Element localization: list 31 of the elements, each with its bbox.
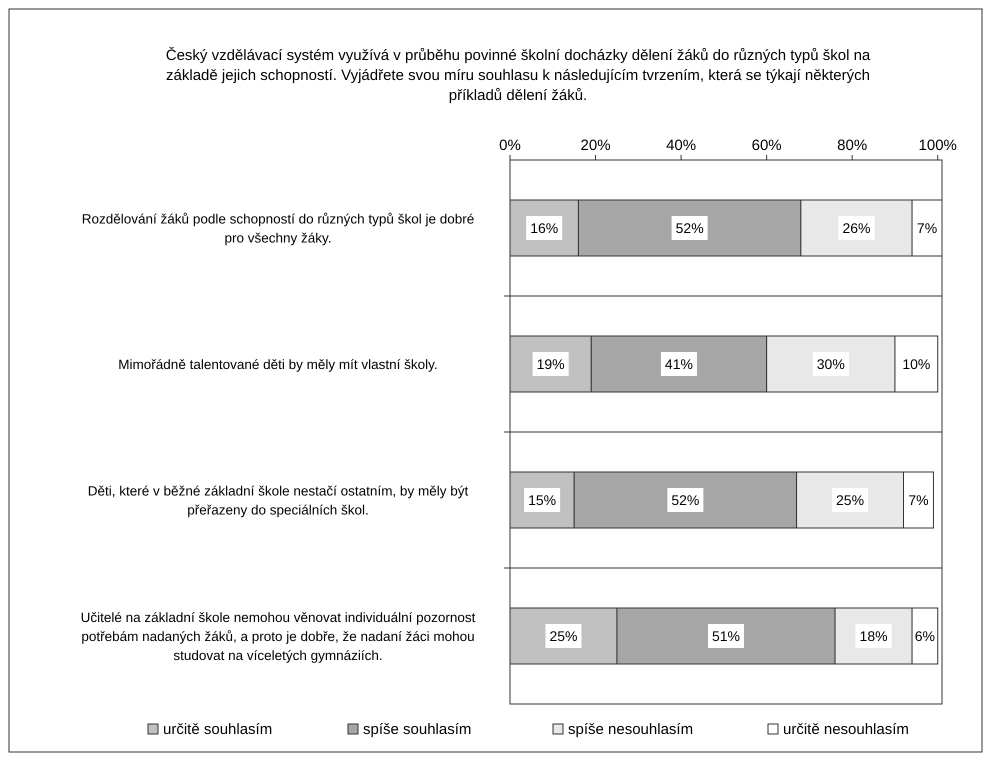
data-label: 6% [914, 628, 936, 644]
data-label: 25% [836, 492, 864, 508]
data-label: 30% [816, 356, 845, 372]
data-label: 52% [671, 492, 700, 508]
x-tick-label: 40% [666, 137, 696, 154]
data-label: 26% [842, 220, 870, 236]
data-label: 51% [712, 628, 740, 644]
data-label: 15% [528, 492, 556, 508]
y-tick-label: Rozdělování žáků podle schopností do různých typů škol je dobré pro všechny žáky. [82, 212, 474, 246]
x-tick-label: 0% [499, 137, 521, 154]
legend-label: určitě souhlasím [163, 721, 272, 738]
y-tick-label: Mimořádně talentované děti by měly mít vlastní školy. [118, 357, 438, 372]
data-label: 52% [676, 220, 704, 236]
x-tick-label: 20% [580, 137, 611, 154]
data-label: 7% [916, 220, 938, 236]
data-label: 18% [860, 628, 888, 644]
data-label: 25% [549, 628, 578, 644]
y-tick-label: Děti, které v běžné základní škole nestačí ostatním, by měly být přeřazeny do speciálních škol. [88, 484, 468, 518]
chart-title: Český vzdělávací systém využívá v průběhu povinné školní docházky dělení žáků do různých typů škol na základě jejich schopností. Vyjádřete svou míru souhlasu k následujícím tvrzením, která se týkají některých příkladů dělení žáků. [166, 46, 871, 104]
legend-label: spíše nesouhlasím [568, 721, 694, 738]
legend-label: spíše souhlasím [363, 721, 472, 738]
x-tick-label: 80% [837, 137, 868, 154]
y-tick-label: Učitelé na základní škole nemohou věnovat individuální pozornost potřebám nadaných žáků, a proto je dobře, že nadaní žáci mohou studovat na víceletých gymnáziích. [80, 610, 476, 663]
data-label: 10% [902, 356, 930, 372]
x-tick-label: 100% [918, 137, 957, 154]
data-label: 19% [536, 356, 565, 372]
x-tick-label: 60% [752, 137, 782, 154]
data-label: 41% [664, 356, 693, 372]
legend-label: určitě nesouhlasím [783, 721, 909, 738]
data-label: 16% [530, 220, 558, 236]
data-label: 7% [908, 492, 929, 508]
